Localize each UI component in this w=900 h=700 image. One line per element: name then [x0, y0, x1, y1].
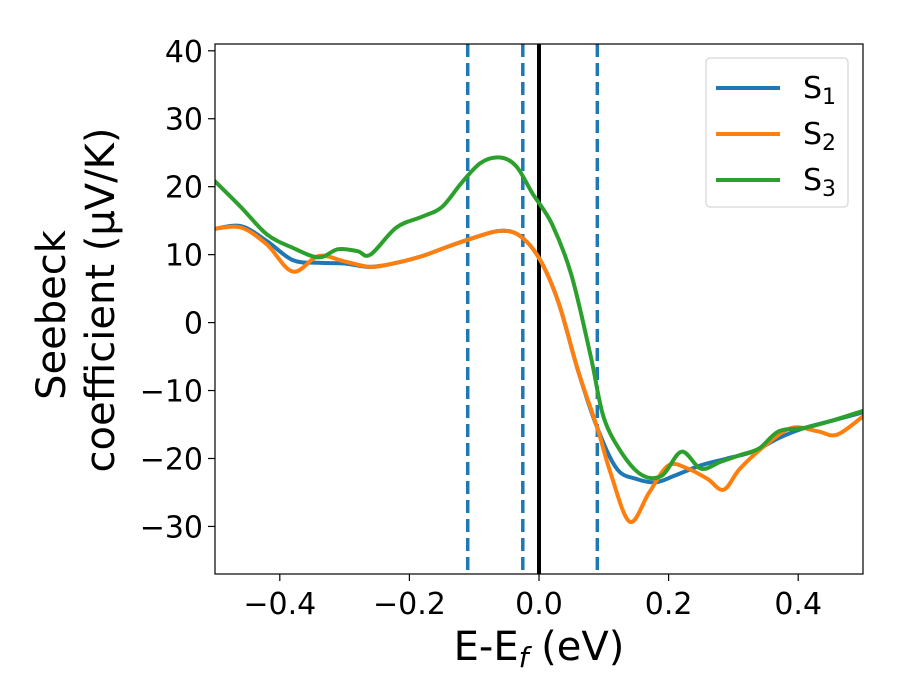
y-tick-label: −20: [140, 442, 203, 477]
x-tick-label: −0.2: [373, 587, 446, 622]
x-tick-label: 0.0: [515, 587, 563, 622]
y-axis-title-line2: coefficient (μV/K): [78, 128, 124, 473]
y-tick-label: 30: [165, 103, 203, 138]
legend-label-s2: S2: [803, 117, 836, 156]
y-tick-label: 20: [165, 171, 203, 206]
y-tick-label: 0: [184, 307, 203, 342]
x-tick-label: 0.4: [774, 587, 822, 622]
legend-label-s3: S3: [803, 163, 836, 202]
y-tick-label: −10: [140, 375, 203, 410]
y-axis-ticks: −30 −20 −10 0 10 20 30 40: [140, 35, 215, 545]
series-line-s2: [215, 224, 863, 524]
x-axis-ticks: −0.4 −0.2 0.0 0.2 0.4: [243, 574, 822, 622]
x-tick-label: 0.2: [645, 587, 693, 622]
legend-label-s1: S1: [803, 71, 836, 110]
y-axis-title-line1: Seebeck: [29, 229, 75, 400]
y-tick-label: 10: [165, 239, 203, 274]
series-line-s3: [215, 155, 863, 481]
series-lines: [215, 155, 863, 524]
x-axis-title: E-Ef (eV): [454, 624, 625, 674]
legend: S1 S2 S3: [705, 57, 849, 208]
vertical-lines: [465, 44, 600, 574]
y-tick-label: −30: [140, 510, 203, 545]
y-tick-label: 40: [165, 35, 203, 70]
x-tick-label: −0.4: [243, 587, 316, 622]
